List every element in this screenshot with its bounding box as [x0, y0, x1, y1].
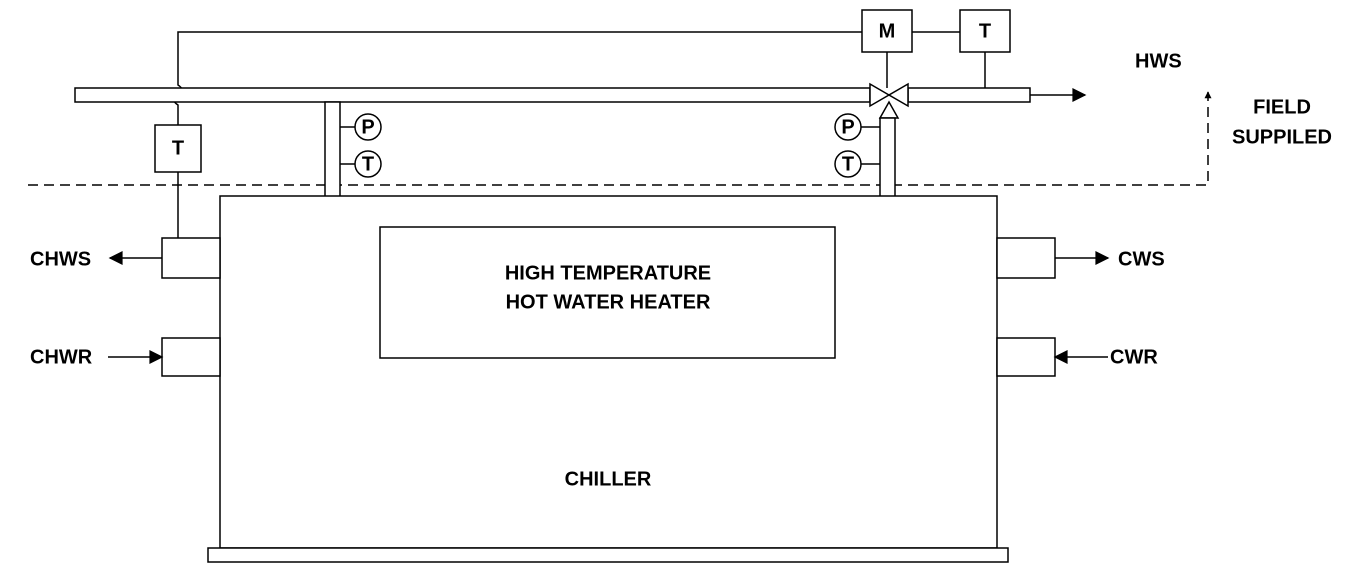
field-label: FIELD	[1253, 96, 1311, 118]
gauge-label: T	[842, 153, 854, 175]
motor-box	[861, 9, 913, 53]
nozzle	[996, 337, 1056, 377]
nozzle	[996, 237, 1056, 279]
connection-label: CHWR	[30, 346, 93, 368]
heater-label: HOT WATER HEATER	[506, 291, 711, 313]
hws-label: HWS	[1135, 50, 1182, 72]
valve	[869, 82, 909, 108]
gauge-label: T	[362, 153, 374, 175]
pipe	[74, 87, 871, 103]
field-boundary	[28, 91, 1212, 186]
field-label: SUPPILED	[1232, 126, 1332, 148]
nozzle	[161, 237, 221, 279]
nozzle	[161, 337, 221, 377]
heater	[379, 226, 836, 359]
gauge-connector	[340, 126, 880, 165]
motor-label: M	[879, 20, 896, 42]
gauge	[834, 113, 862, 141]
gauge-label: P	[361, 116, 374, 138]
sensor-box	[154, 124, 202, 173]
control-line	[173, 31, 862, 125]
connection-label: CWR	[1110, 346, 1158, 368]
heater-label: HIGH TEMPERATURE	[505, 262, 711, 284]
chiller-base	[207, 547, 1009, 563]
gauge	[834, 150, 862, 178]
pipe	[907, 87, 1031, 103]
connection-label: CWS	[1118, 248, 1165, 270]
sensor-label: T	[172, 137, 184, 159]
chiller-label: CHILLER	[565, 468, 652, 490]
connection-label: CHWS	[30, 248, 91, 270]
sensor-box	[959, 9, 1011, 53]
gauge	[354, 113, 382, 141]
valve	[878, 100, 900, 119]
gauge-label: P	[841, 116, 854, 138]
gauge	[354, 150, 382, 178]
sensor-label: T	[979, 20, 991, 42]
